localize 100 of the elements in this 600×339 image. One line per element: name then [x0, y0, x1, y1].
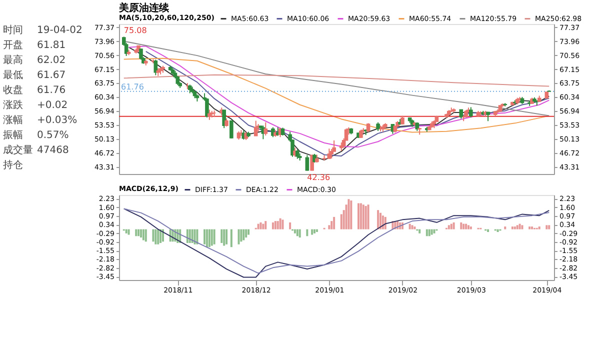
bar	[521, 225, 524, 230]
bar	[328, 225, 330, 230]
text: 19-04-02	[37, 25, 82, 36]
bar	[450, 224, 452, 230]
bar	[204, 229, 206, 244]
bar	[379, 212, 382, 230]
text: 61.67	[37, 70, 66, 81]
text: 开盘	[3, 39, 23, 51]
bar	[546, 225, 548, 230]
bar	[357, 203, 360, 230]
bar	[289, 222, 292, 230]
bar	[276, 221, 279, 230]
bar	[279, 218, 282, 230]
bar	[428, 229, 430, 236]
text: +0.03%	[37, 115, 78, 126]
text: 振幅	[3, 129, 23, 141]
bar	[260, 222, 262, 230]
bar	[125, 229, 128, 234]
bar	[144, 229, 147, 242]
bar	[257, 224, 260, 230]
bar	[340, 214, 342, 230]
bar	[382, 216, 384, 230]
chart-title: 美原油连续	[118, 2, 170, 14]
bar	[210, 229, 213, 246]
bar	[360, 203, 362, 230]
candlestick	[296, 148, 300, 160]
text: 持仓	[3, 159, 23, 171]
bar	[467, 225, 470, 230]
bar	[128, 229, 130, 235]
bar	[333, 216, 336, 230]
text: 最高	[3, 54, 23, 66]
text: 成交量	[3, 144, 33, 156]
bar	[460, 222, 462, 230]
bar	[414, 226, 416, 230]
bar	[311, 229, 314, 235]
bar	[306, 229, 308, 236]
bar	[330, 221, 333, 230]
bar	[362, 204, 364, 230]
bar	[240, 229, 242, 242]
text: 61.81	[37, 40, 66, 51]
bar	[548, 225, 550, 230]
bar	[364, 206, 367, 230]
text: 61.76	[37, 85, 66, 96]
bar	[470, 226, 472, 230]
bar	[157, 229, 160, 244]
bar	[514, 226, 516, 230]
bar	[316, 229, 318, 232]
bar	[518, 224, 521, 230]
bar	[264, 221, 267, 230]
bar	[274, 221, 276, 230]
bar	[294, 229, 296, 234]
bar	[314, 229, 316, 234]
text: 最低	[3, 70, 23, 81]
bar	[418, 229, 421, 234]
bar	[242, 229, 245, 240]
ref-line-label: 61.76	[121, 82, 144, 92]
bar	[426, 229, 428, 236]
bar	[154, 229, 157, 244]
bar	[213, 229, 216, 244]
candlestick	[230, 120, 234, 139]
bar	[248, 229, 250, 235]
bar	[186, 229, 188, 243]
bar	[245, 229, 248, 238]
bar	[140, 229, 142, 238]
candlestick	[486, 112, 490, 122]
text: 47468	[37, 145, 69, 156]
bar	[538, 226, 540, 230]
bar	[384, 216, 386, 230]
bar	[528, 226, 531, 230]
bar	[411, 225, 414, 230]
text: +0.02	[37, 100, 68, 111]
candlestick	[305, 154, 310, 172]
bar	[511, 226, 514, 230]
line-series	[123, 40, 550, 116]
annotation: 42.36	[307, 172, 330, 182]
bar	[367, 204, 370, 230]
bar	[238, 229, 240, 244]
bar	[433, 229, 436, 234]
bar	[135, 229, 138, 236]
bar	[516, 225, 518, 230]
bar	[448, 225, 450, 230]
bar	[462, 224, 465, 230]
bar	[206, 229, 208, 248]
text: 0.57%	[37, 130, 69, 141]
candlestick	[330, 148, 334, 159]
bar	[208, 229, 210, 248]
bar	[504, 226, 506, 230]
bar	[348, 199, 350, 230]
candlestick	[469, 106, 473, 118]
text: 涨跌	[3, 99, 23, 111]
bar	[487, 229, 490, 232]
candlestick	[264, 122, 268, 136]
bar	[496, 229, 499, 232]
bar	[298, 229, 301, 238]
bar	[262, 224, 264, 230]
bar	[377, 210, 380, 230]
bar	[220, 229, 223, 243]
bar	[452, 222, 455, 230]
bar	[194, 229, 196, 244]
bar	[138, 229, 140, 236]
